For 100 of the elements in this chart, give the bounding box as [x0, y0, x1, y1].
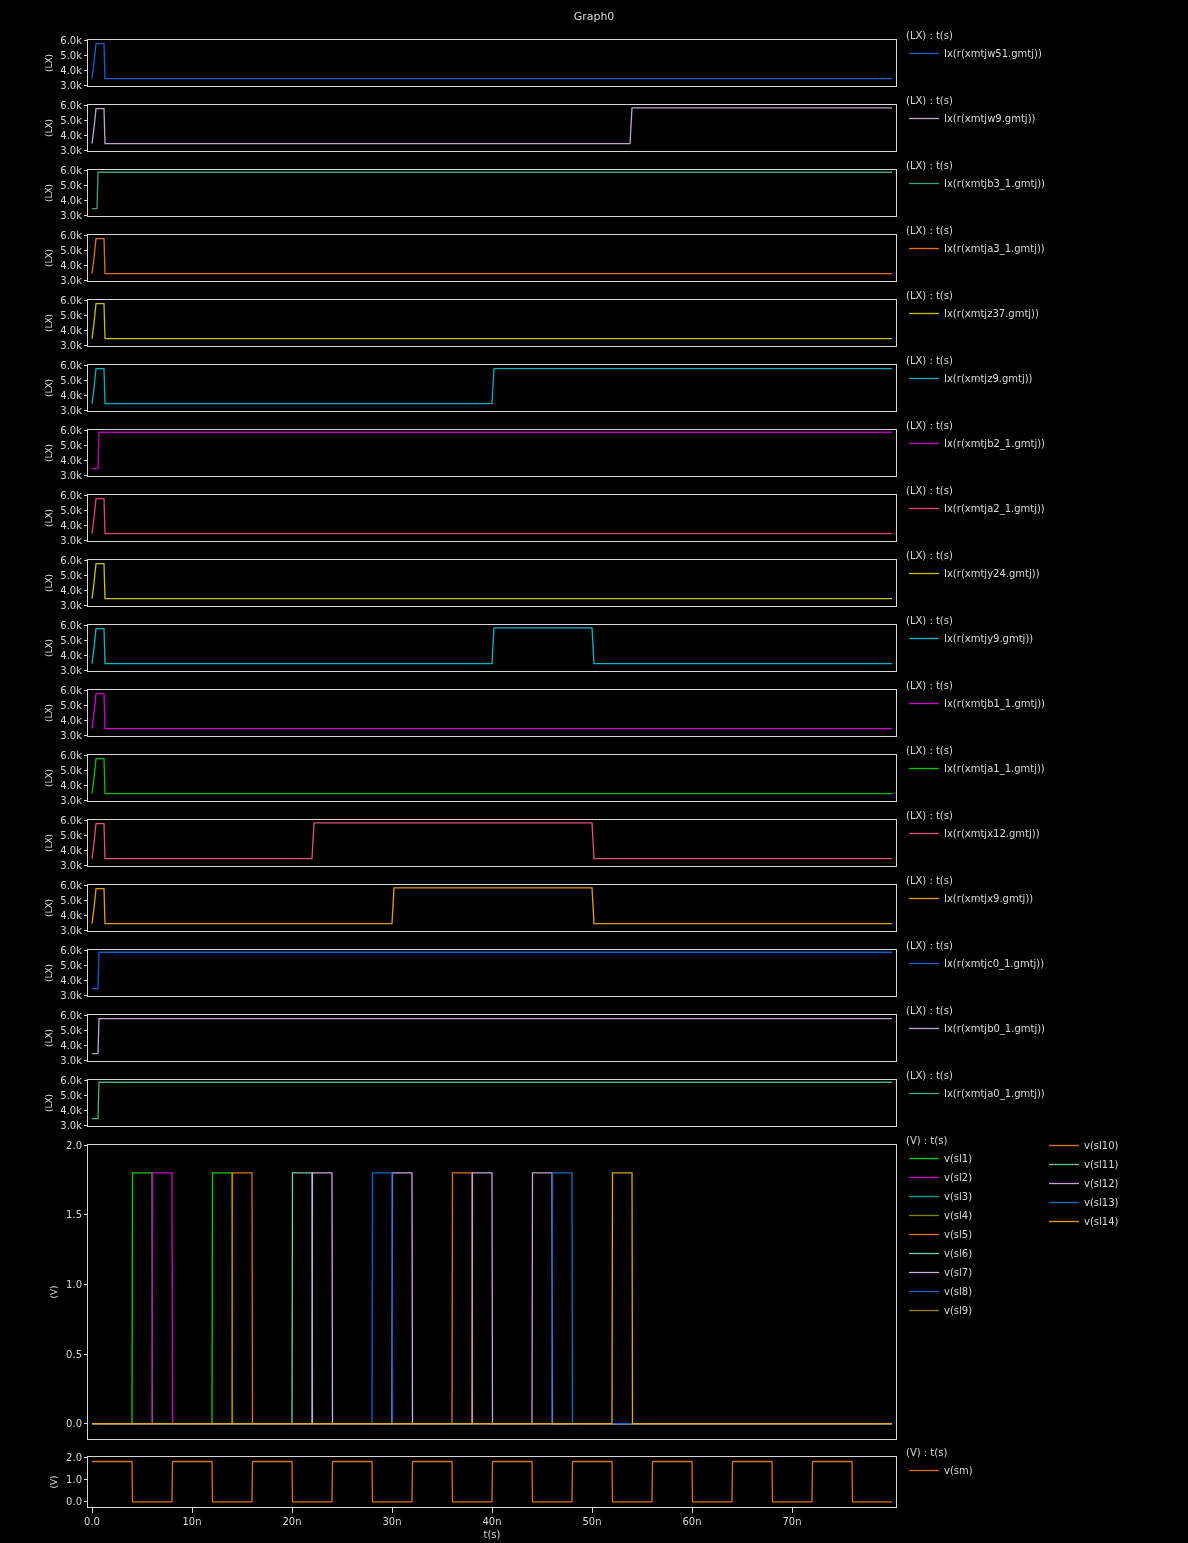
y-tick-label: 3.0k [60, 274, 83, 286]
y-tick-label: 5.0k [60, 50, 83, 62]
legend-title: (LX) : t(s) [906, 290, 953, 301]
y-tick-label: 4.0k [60, 974, 83, 986]
y-tick-label: 4.0k [60, 129, 83, 141]
y-tick-label: 4.0k [60, 779, 83, 791]
x-tick-label: 20n [282, 1516, 302, 1527]
y-tick-label: 1.0 [66, 1278, 82, 1290]
y-axis-title: (LX) [43, 248, 54, 268]
y-tick-label: 5.0k [60, 180, 83, 192]
y-tick-label: 5.0k [60, 375, 83, 387]
y-axis-title: (LX) [43, 768, 54, 788]
y-tick-label: 4.0k [60, 1104, 83, 1116]
y-tick-label: 4.0k [60, 584, 83, 596]
x-tick-label: 50n [582, 1516, 602, 1527]
legend-label: Ix(r(xmtjz9.gmtj)) [944, 373, 1033, 385]
legend-label: Ix(r(xmtjw51.gmtj)) [944, 48, 1042, 60]
legend-label: Ix(r(xmtjy24.gmtj)) [944, 568, 1040, 580]
legend-label: Ix(r(xmtja0_1.gmtj)) [944, 1088, 1045, 1101]
x-tick-label: 40n [482, 1516, 502, 1527]
legend-label: Ix(r(xmtja3_1.gmtj)) [944, 243, 1045, 256]
y-tick-label: 5.0k [60, 1025, 83, 1037]
y-tick-label: 0.0 [66, 1418, 82, 1430]
legend-label: Ix(r(xmtjc0_1.gmtj)) [944, 958, 1045, 971]
legend-title: (LX) : t(s) [906, 875, 953, 886]
y-tick-label: 4.0k [60, 194, 83, 206]
y-axis-title: (LX) [43, 378, 54, 398]
legend-label: v(sl6) [944, 1248, 973, 1260]
y-tick-label: 4.0k [60, 259, 83, 271]
y-axis-title: (LX) [43, 638, 54, 658]
y-axis-title: (LX) [43, 963, 54, 983]
y-tick-label: 5.0k [60, 830, 83, 842]
y-tick-label: 6.0k [60, 555, 83, 567]
y-tick-label: 5.0k [60, 505, 83, 517]
y-tick-label: 5.0k [60, 440, 83, 452]
y-tick-label: 6.0k [60, 360, 83, 372]
legend-label: Ix(r(xmtjb3_1.gmtj)) [944, 178, 1046, 191]
y-tick-label: 3.0k [60, 534, 83, 546]
legend-label: Ix(r(xmtja2_1.gmtj)) [944, 503, 1045, 516]
legend-title: (V) : t(s) [906, 1135, 948, 1146]
x-tick-label: 10n [182, 1516, 202, 1527]
legend-label: Ix(r(xmtjz37.gmtj)) [944, 308, 1039, 320]
y-tick-label: 4.0k [60, 519, 83, 531]
legend-label: v(sl4) [944, 1210, 973, 1222]
y-tick-label: 5.0k [60, 570, 83, 582]
legend-title: (LX) : t(s) [906, 485, 953, 496]
legend-label: v(sl13) [1084, 1197, 1119, 1209]
y-tick-label: 6.0k [60, 1075, 83, 1087]
y-axis-title: (LX) [43, 573, 54, 593]
y-tick-label: 4.0k [60, 909, 83, 921]
y-tick-label: 6.0k [60, 490, 83, 502]
legend-label: Ix(r(xmtjx12.gmtj)) [944, 828, 1040, 840]
legend-title: (LX) : t(s) [906, 615, 953, 626]
y-tick-label: 3.0k [60, 794, 83, 806]
legend-label: v(sl9) [944, 1305, 973, 1317]
legend-title: (LX) : t(s) [906, 225, 953, 236]
y-tick-label: 4.0k [60, 64, 83, 76]
y-tick-label: 5.0k [60, 635, 83, 647]
y-tick-label: 1.5 [66, 1209, 82, 1221]
x-axis-title: t(s) [483, 1528, 501, 1540]
legend-title: (LX) : t(s) [906, 550, 953, 561]
legend-label: Ix(r(xmtjb1_1.gmtj)) [944, 698, 1046, 711]
y-tick-label: 6.0k [60, 165, 83, 177]
y-axis-title: (LX) [43, 443, 54, 463]
y-axis-title: (LX) [43, 833, 54, 853]
y-axis-title: (LX) [43, 1093, 54, 1113]
y-axis-title: (LX) [43, 53, 54, 73]
y-tick-label: 2.0 [66, 1451, 82, 1463]
y-tick-label: 3.0k [60, 469, 83, 481]
y-tick-label: 4.0k [60, 714, 83, 726]
y-tick-label: 4.0k [60, 389, 83, 401]
y-tick-label: 3.0k [60, 599, 83, 611]
y-tick-label: 4.0k [60, 649, 83, 661]
y-tick-label: 6.0k [60, 685, 83, 697]
y-tick-label: 5.0k [60, 115, 83, 127]
y-tick-label: 3.0k [60, 404, 83, 416]
legend-label: Ix(r(xmtjb2_1.gmtj)) [944, 438, 1046, 451]
legend-title: (V) : t(s) [906, 1447, 948, 1458]
legend-title: (LX) : t(s) [906, 355, 953, 366]
y-tick-label: 6.0k [60, 750, 83, 762]
legend-title: (LX) : t(s) [906, 1005, 953, 1016]
y-tick-label: 6.0k [60, 620, 83, 632]
y-tick-label: 3.0k [60, 729, 83, 741]
y-tick-label: 4.0k [60, 324, 83, 336]
y-tick-label: 6.0k [60, 100, 83, 112]
legend-label: v(sl11) [1084, 1159, 1119, 1171]
y-tick-label: 0.0 [66, 1496, 82, 1508]
y-tick-label: 5.0k [60, 310, 83, 322]
y-tick-label: 6.0k [60, 945, 83, 957]
y-tick-label: 3.0k [60, 1054, 83, 1066]
y-axis-title: (LX) [43, 183, 54, 203]
y-tick-label: 4.0k [60, 1039, 83, 1051]
y-tick-label: 6.0k [60, 815, 83, 827]
legend-title: (LX) : t(s) [906, 745, 953, 756]
y-tick-label: 2.0 [66, 1139, 82, 1151]
legend-title: (LX) : t(s) [906, 160, 953, 171]
y-tick-label: 5.0k [60, 700, 83, 712]
y-axis-title: (LX) [43, 703, 54, 723]
legend-title: (LX) : t(s) [906, 1070, 953, 1081]
legend-label: v(sl10) [1084, 1140, 1119, 1152]
